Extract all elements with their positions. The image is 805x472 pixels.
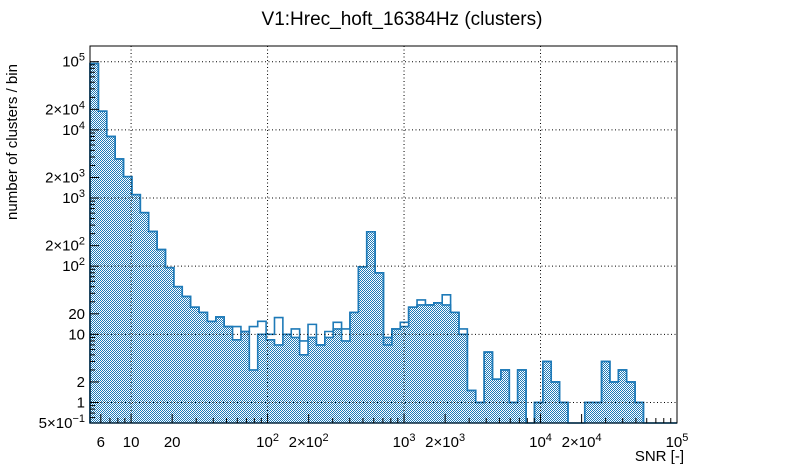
- x-tick-labels: 6 10 20 102 2×102 103 2×103 104 2×104 105: [97, 432, 689, 451]
- y-tick-label: 2: [77, 374, 85, 391]
- y-tick-label: 10: [68, 326, 85, 343]
- x-tick-label: 20: [164, 434, 181, 451]
- x-tick-label: 104: [529, 432, 552, 451]
- y-axis-title: number of clusters / bin: [4, 64, 21, 220]
- x-tick-label: 105: [666, 432, 689, 451]
- x-tick-label: 2×102: [289, 432, 329, 451]
- x-tick-label: 2×103: [425, 432, 465, 451]
- axis-ticks: [90, 61, 678, 424]
- y-tick-label: 2×102: [45, 236, 85, 255]
- x-tick-label: 10: [123, 434, 140, 451]
- y-tick-label: 105: [62, 52, 85, 71]
- x-tick-label: 103: [393, 432, 416, 451]
- x-tick-label: 102: [256, 432, 279, 451]
- x-axis-title: SNR [-]: [635, 448, 684, 465]
- y-tick-label: 2×104: [45, 99, 85, 118]
- plot-area: 6 10 20 102 2×102 103 2×103 104 2×104 1051052×104…: [39, 45, 689, 451]
- x-tick-label: 6: [97, 434, 105, 451]
- y-tick-label: 5×10−1: [39, 413, 85, 432]
- y-tick-label: 20: [68, 306, 85, 323]
- x-tick-label: 2×104: [562, 432, 602, 451]
- y-tick-label: 102: [62, 256, 85, 275]
- filled-histogram: [89, 62, 677, 424]
- y-tick-label: 103: [62, 188, 85, 207]
- y-tick-label: 2×103: [45, 168, 85, 187]
- plot-frame: [89, 45, 678, 424]
- y-tick-label: 1: [77, 394, 85, 411]
- y-tick-label: 104: [62, 120, 85, 139]
- chart-title: V1:Hrec_hoft_16384Hz (clusters): [262, 9, 543, 30]
- outline-histogram: [89, 62, 677, 424]
